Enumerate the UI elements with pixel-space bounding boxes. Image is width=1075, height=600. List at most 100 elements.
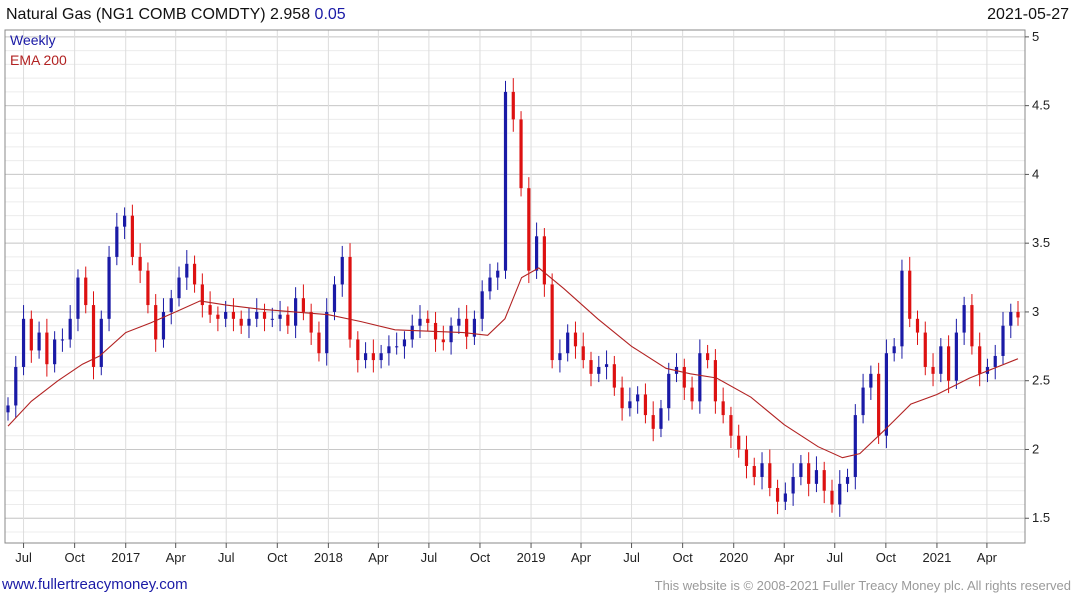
candle-body [395,346,399,348]
candle-body [286,314,290,326]
candle-body [270,318,274,320]
candle-body [192,263,197,285]
candle-body [706,353,710,361]
candle-body [60,339,65,341]
candle-body [208,305,212,315]
price-change: 0.05 [314,6,346,23]
site-link[interactable]: www.fullertreacymoney.com [2,576,188,593]
candle-body [115,226,119,257]
x-tick-label: Oct [470,550,491,565]
candle-body [698,353,702,402]
candle-body [799,463,803,477]
ema-200-line [7,267,1019,459]
candle-body [814,470,819,484]
chart-title: Natural Gas (NG1 COMB COMDTY) 2.958 0.05 [6,6,346,24]
candle-body [558,353,562,361]
x-tick-label: 2020 [719,550,748,565]
candle-body [573,332,578,347]
instrument-name: Natural Gas (NG1 COMB COMDTY) [6,6,266,23]
candle-body [550,284,554,361]
x-tick-label: Jul [623,550,640,565]
candle-body [931,366,935,374]
candle-body [923,332,927,367]
candle-body [993,355,997,367]
candle-body [239,318,243,326]
candle-body [970,305,974,347]
candle-body [503,91,508,271]
candle-body [612,364,616,388]
candle-body [6,405,10,413]
candle-body [387,346,391,354]
x-tick-label: Apr [166,550,187,565]
candle-body [76,277,80,319]
candle-body [822,470,826,491]
candle-body [317,332,321,354]
candle-body [185,263,189,278]
candle-body [45,332,49,365]
x-tick-label: 2018 [314,550,343,565]
candle-body [29,318,33,351]
y-tick-label: 3 [1032,304,1039,319]
candle-body [737,435,741,450]
candle-body [853,415,857,477]
candle-body [511,91,515,120]
y-tick-label: 2.5 [1032,373,1050,388]
candle-body [309,311,313,333]
candle-body [441,339,445,343]
candle-body [161,311,166,340]
candle-body [123,215,127,227]
candle-body [877,373,881,436]
y-tick-label: 4.5 [1032,98,1050,113]
candle-body [542,236,546,285]
x-tick-label: Jul [826,550,843,565]
candle-body [154,305,158,340]
y-axis: 1.5 2 2.5 3 3.5 4 4.5 5 [1025,29,1050,525]
candle-body [620,387,624,409]
candle-body [449,325,453,343]
candle-body [37,332,41,351]
candle-body [426,318,430,323]
candle-body [402,339,407,347]
candlesticks [6,78,1020,517]
x-tick-label: Apr [774,550,795,565]
candle-body [332,284,337,312]
candle-body [379,353,383,361]
candle-body [519,119,523,189]
candle-body [791,476,795,494]
candle-body [356,339,360,361]
candle-body [371,353,375,361]
candle-body [978,346,982,374]
candle-body [643,394,648,416]
candle-body [1009,311,1013,326]
candle-body [278,314,282,319]
candle-body [838,483,842,505]
candle-body [138,256,142,271]
candle-body [247,318,251,326]
candle-body [53,339,57,365]
candle-body [177,277,181,299]
candle-body [107,256,111,319]
candle-body [99,318,103,367]
candle-body [84,277,88,306]
candle-body [1001,325,1005,356]
candle-body [488,277,492,292]
candle-body [340,256,344,285]
candle-body [604,364,609,367]
candle-body [21,318,26,367]
candle-body [231,311,236,319]
candle-body [721,401,725,416]
candle-body [566,332,570,354]
y-tick-label: 1.5 [1032,510,1050,525]
candle-body [962,305,966,333]
candle-body [200,284,204,306]
candle-body [480,291,484,319]
x-tick-label: Jul [15,550,32,565]
x-tick-label: 2017 [111,550,140,565]
plot-frame [4,29,1026,544]
x-tick-label: Oct [65,550,86,565]
x-tick-label: Apr [368,550,389,565]
candle-body [457,318,461,326]
y-tick-label: 2 [1032,441,1039,456]
candle-body [216,314,220,319]
